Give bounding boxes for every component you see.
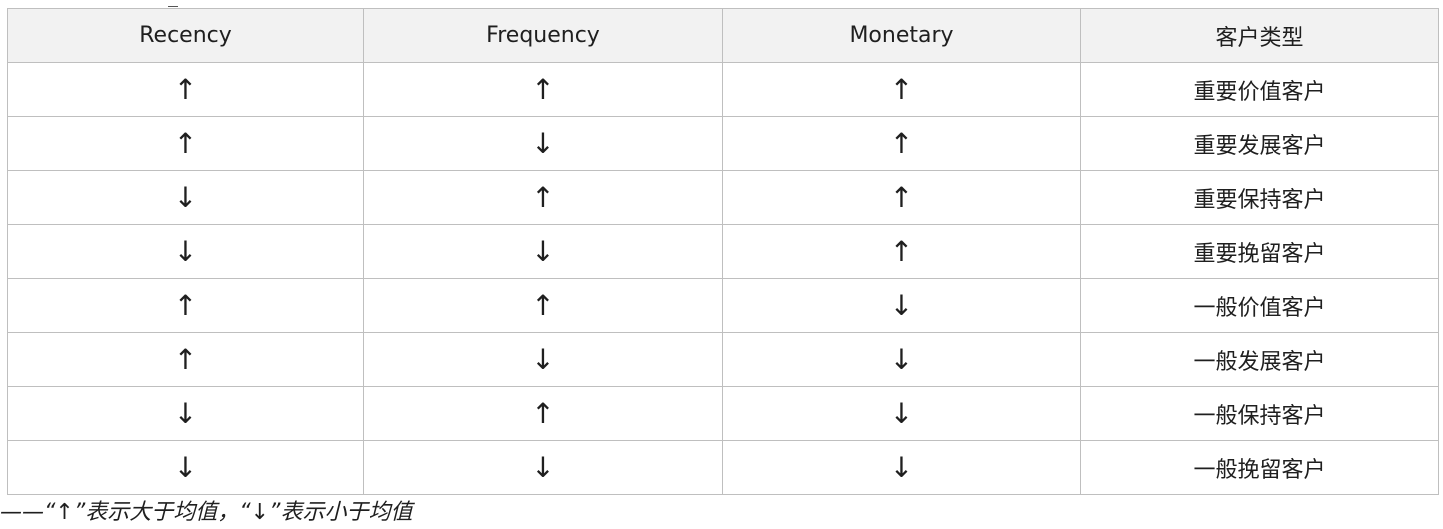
- monetary-cell: ↑: [722, 62, 1081, 117]
- header-customer-type: 客户类型: [1080, 8, 1439, 63]
- recency-cell: ↓: [7, 440, 364, 495]
- monetary-cell: ↑: [722, 170, 1081, 225]
- customer-type-cell: 一般保持客户: [1080, 386, 1439, 441]
- frequency-cell: ↓: [363, 332, 723, 387]
- monetary-cell: ↑: [722, 224, 1081, 279]
- table-row: ↑ ↑ ↑ 重要价值客户: [7, 62, 1439, 117]
- top-edge: [0, 0, 1443, 8]
- frequency-cell: ↓: [363, 440, 723, 495]
- rfm-customer-segmentation-table: Recency Frequency Monetary 客户类型 ↑ ↑ ↑ 重要…: [7, 8, 1439, 495]
- customer-type-cell: 重要挽留客户: [1080, 224, 1439, 279]
- recency-cell: ↑: [7, 332, 364, 387]
- frequency-cell: ↓: [363, 116, 723, 171]
- customer-type-cell: 一般发展客户: [1080, 332, 1439, 387]
- frequency-cell: ↑: [363, 62, 723, 117]
- customer-type-cell: 重要发展客户: [1080, 116, 1439, 171]
- table-row: ↑ ↓ ↓ 一般发展客户: [7, 332, 1439, 387]
- monetary-cell: ↑: [722, 116, 1081, 171]
- frequency-cell: ↑: [363, 170, 723, 225]
- recency-cell: ↑: [7, 116, 364, 171]
- monetary-cell: ↓: [722, 386, 1081, 441]
- monetary-cell: ↓: [722, 332, 1081, 387]
- recency-cell: ↓: [7, 386, 364, 441]
- recency-cell: ↑: [7, 62, 364, 117]
- frequency-cell: ↑: [363, 278, 723, 333]
- table-row: ↓ ↓ ↑ 重要挽留客户: [7, 224, 1439, 279]
- header-frequency: Frequency: [363, 8, 723, 63]
- customer-type-cell: 重要保持客户: [1080, 170, 1439, 225]
- recency-cell: ↑: [7, 278, 364, 333]
- recency-cell: ↓: [7, 170, 364, 225]
- monetary-cell: ↓: [722, 440, 1081, 495]
- customer-type-cell: 一般挽留客户: [1080, 440, 1439, 495]
- table-row: ↑ ↑ ↓ 一般价值客户: [7, 278, 1439, 333]
- monetary-cell: ↓: [722, 278, 1081, 333]
- customer-type-cell: 一般价值客户: [1080, 278, 1439, 333]
- top-edge-tick: [168, 0, 178, 7]
- table-row: ↓ ↓ ↓ 一般挽留客户: [7, 440, 1439, 495]
- table-footnote: ——“↑”表示大于均值，“↓”表示小于均值: [0, 500, 413, 525]
- recency-cell: ↓: [7, 224, 364, 279]
- customer-type-cell: 重要价值客户: [1080, 62, 1439, 117]
- table-row: ↓ ↑ ↓ 一般保持客户: [7, 386, 1439, 441]
- frequency-cell: ↓: [363, 224, 723, 279]
- table-row: ↓ ↑ ↑ 重要保持客户: [7, 170, 1439, 225]
- header-monetary: Monetary: [722, 8, 1081, 63]
- header-recency: Recency: [7, 8, 364, 63]
- frequency-cell: ↑: [363, 386, 723, 441]
- table-row: ↑ ↓ ↑ 重要发展客户: [7, 116, 1439, 171]
- table-header-row: Recency Frequency Monetary 客户类型: [7, 8, 1439, 63]
